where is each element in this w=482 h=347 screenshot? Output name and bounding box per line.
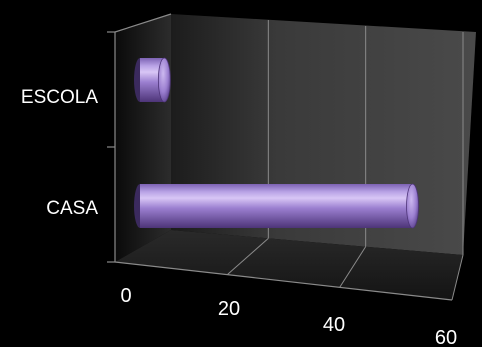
x-tick-label-40: 40: [323, 314, 345, 336]
bar-end-cap: [406, 183, 419, 229]
gridline-floor: [451, 254, 464, 301]
gridline-floor: [339, 246, 367, 288]
floor: [115, 230, 463, 300]
y-axis: [107, 13, 172, 263]
x-tick-labels: 0 20 40 60: [120, 285, 457, 347]
x-tick-label-0: 0: [120, 285, 131, 307]
plot-frame: [107, 13, 476, 301]
category-label-casa: CASA: [46, 198, 98, 219]
bar-escola: [134, 57, 171, 103]
category-labels: ESCOLA CASA: [21, 87, 98, 219]
x-tick-label-20: 20: [218, 298, 240, 320]
bar-end-cap: [157, 57, 171, 103]
x-axis: [114, 261, 453, 301]
category-label-escola: ESCOLA: [21, 87, 98, 108]
bar-series: [134, 57, 419, 229]
gridline-floor: [227, 237, 269, 276]
bar-casa: [134, 183, 419, 229]
x-tick-label-60: 60: [435, 327, 457, 347]
